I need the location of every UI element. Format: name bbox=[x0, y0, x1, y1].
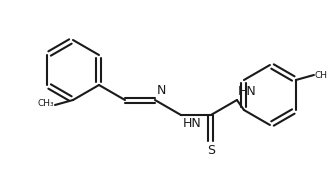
Text: CH₃: CH₃ bbox=[37, 100, 54, 108]
Text: N: N bbox=[157, 84, 166, 97]
Text: HN: HN bbox=[238, 85, 257, 98]
Text: CH₃: CH₃ bbox=[315, 70, 327, 80]
Text: HN: HN bbox=[183, 117, 202, 130]
Text: S: S bbox=[207, 144, 215, 157]
